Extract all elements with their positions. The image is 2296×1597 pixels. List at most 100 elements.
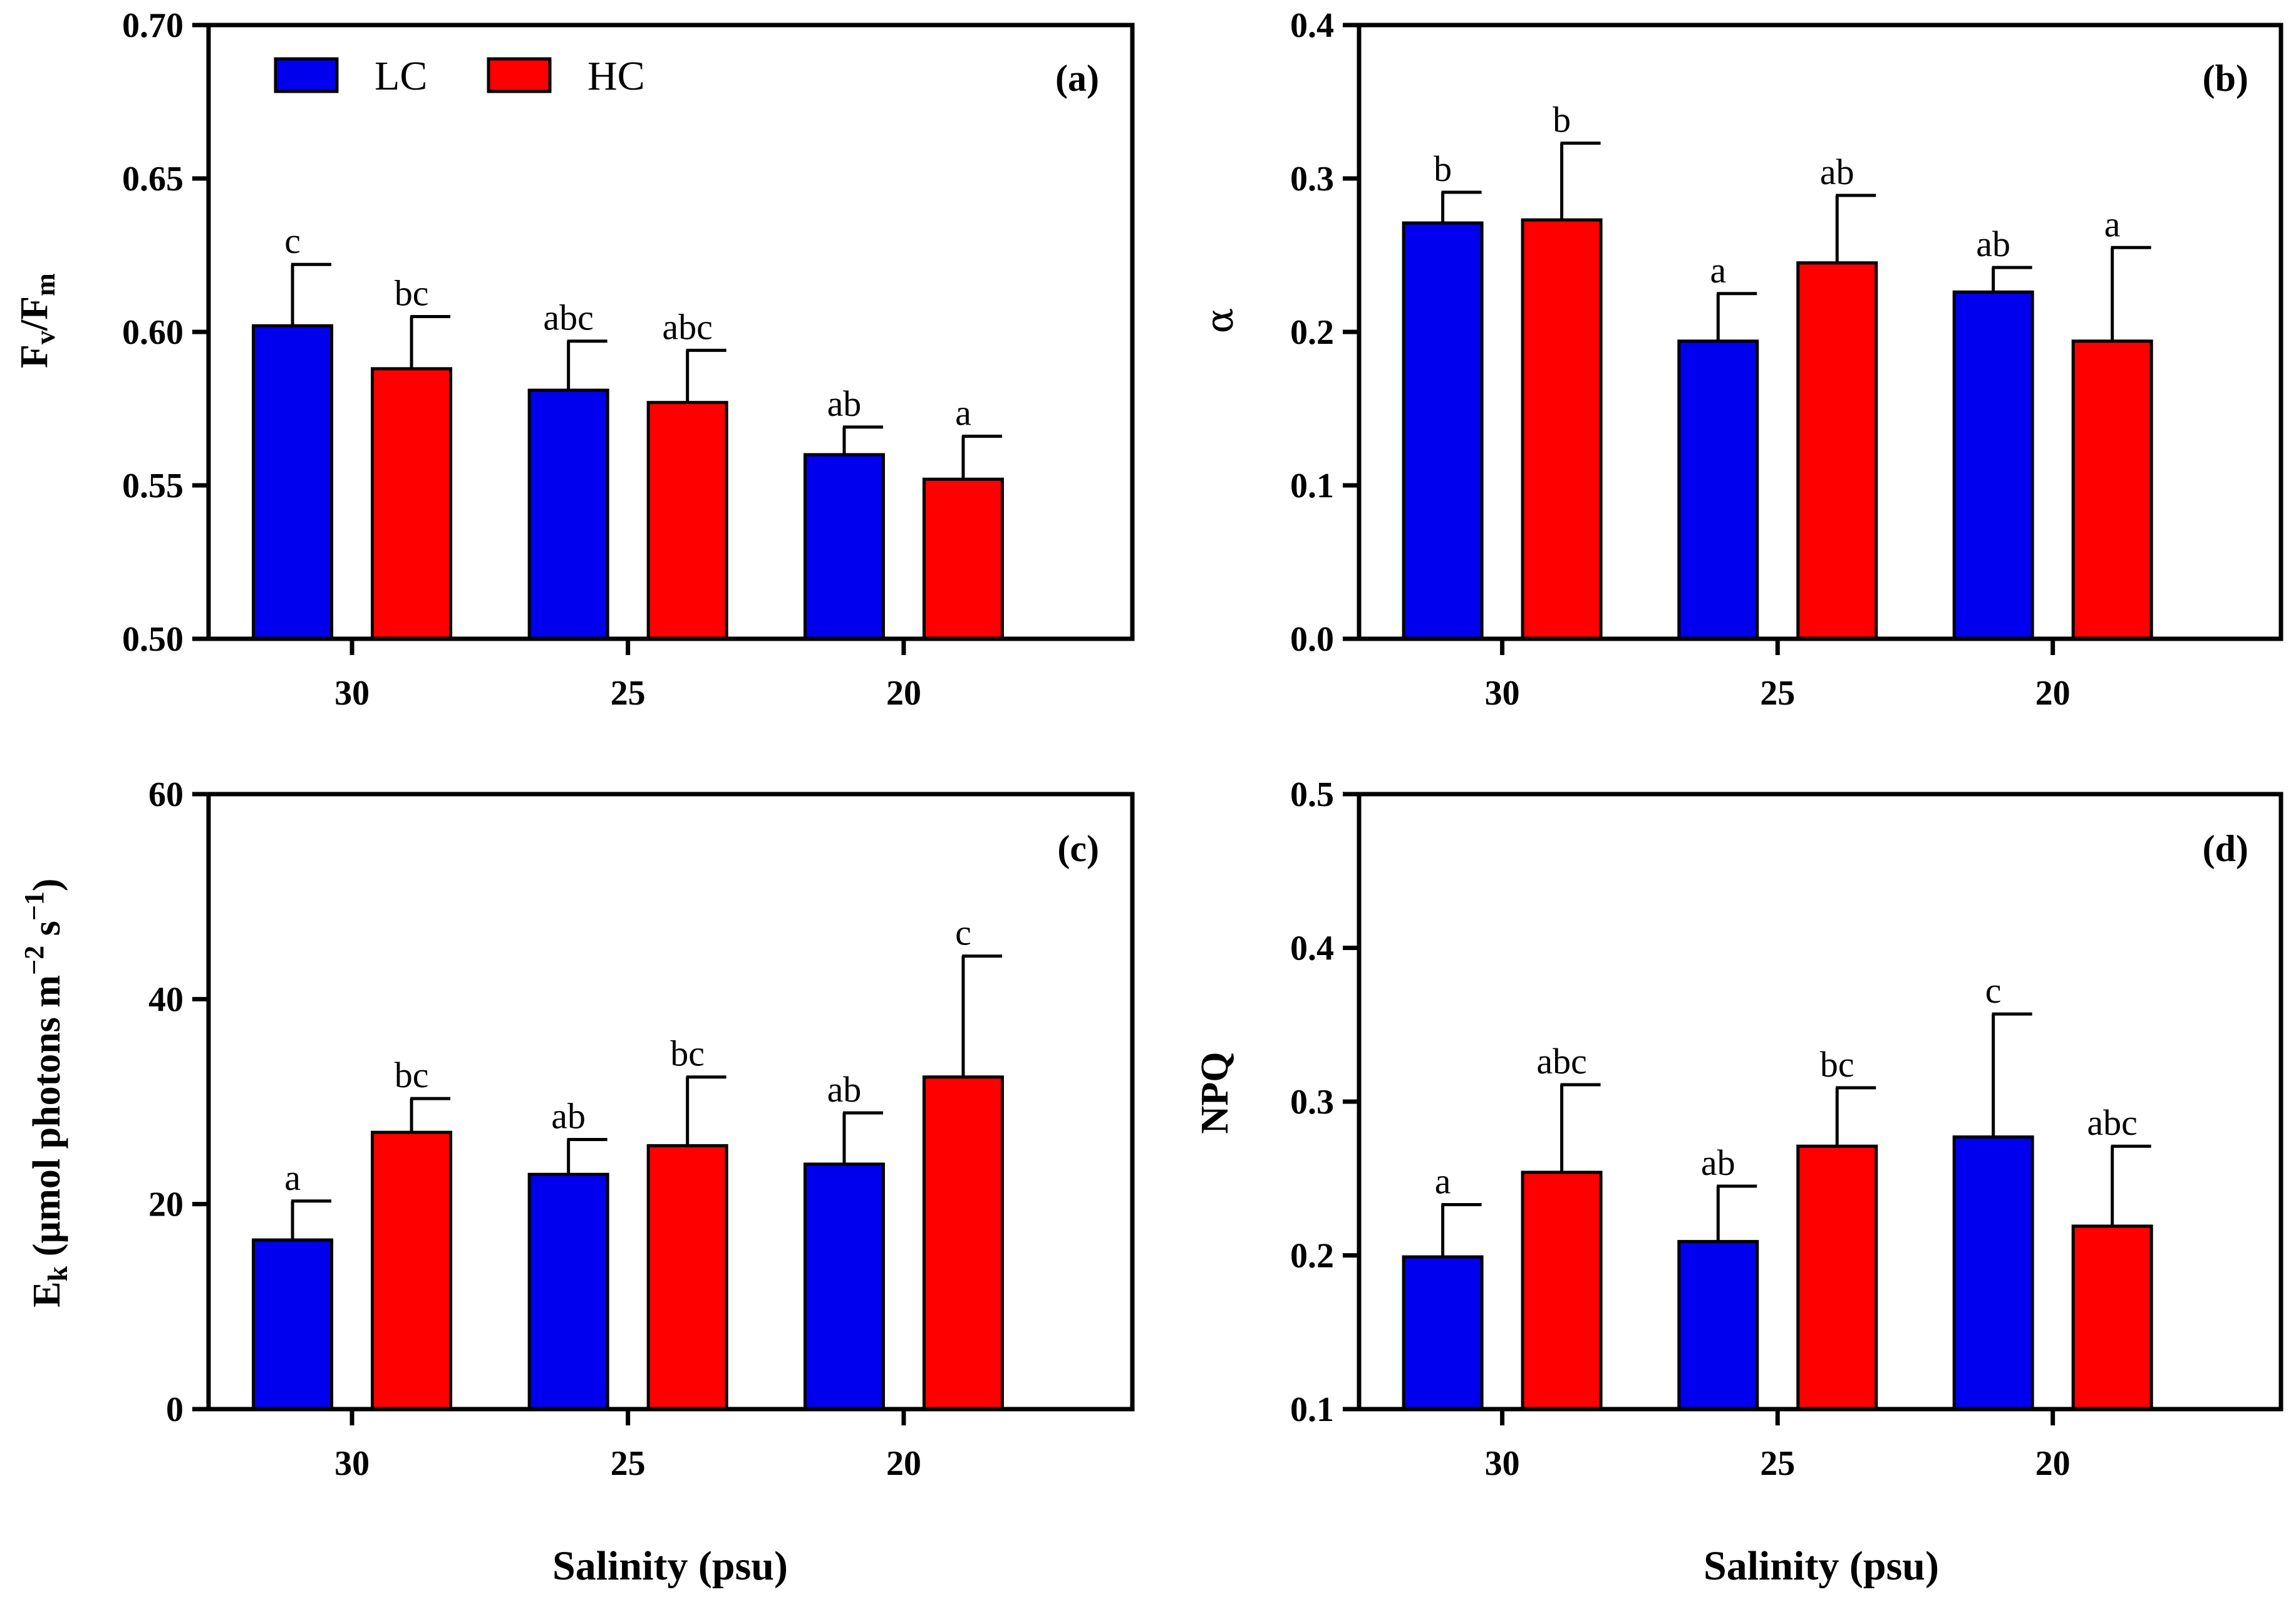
sig-label-lc-30: a <box>284 1157 301 1198</box>
bar-lc-20 <box>1952 1135 2034 1411</box>
plot-frame <box>206 23 1135 641</box>
x-tick-label: 25 <box>1760 674 1795 713</box>
y-tick-label: 0.1 <box>1290 467 1334 505</box>
x-tick-label: 30 <box>334 1444 370 1483</box>
plot-area-a: c abc ab bc abc a 0.50 0.55 0.60 0.65 0.70 30 25 20 <box>122 6 1135 713</box>
y-tick-label: 20 <box>148 1186 184 1224</box>
panel-tag-a: (a) <box>1055 58 1099 99</box>
y-tick-label: 0.2 <box>1290 313 1334 352</box>
x-tick-label: 20 <box>886 1444 921 1483</box>
legend-swatch-lc <box>274 57 339 93</box>
y-tick-label: 0.65 <box>122 160 184 199</box>
bar-hc-25 <box>646 1144 728 1411</box>
y-tick-label: 0.4 <box>1290 6 1334 45</box>
bar-lc-20 <box>803 1162 885 1411</box>
panel-tag-c: (c) <box>1057 828 1099 869</box>
x-tick-label: 20 <box>2035 674 2071 713</box>
y-tick-label: 0.50 <box>122 620 184 659</box>
bar-hc-30 <box>371 367 453 641</box>
panel-c: a ab ab bc bc c 0 20 40 60 30 25 20 (c) Ek (µmol pho… <box>19 775 1135 1483</box>
legend-label-lc: LC <box>375 53 427 99</box>
sig-label-hc-25: ab <box>1820 152 1854 192</box>
x-tick-label: 30 <box>334 674 370 713</box>
bar-hc-20 <box>922 1075 1004 1411</box>
y-tick-label: 0.2 <box>1290 1237 1334 1276</box>
sig-label-hc-25: abc <box>662 306 713 347</box>
x-axis-title-left: Salinity (psu) <box>552 1543 788 1589</box>
panel-a: c abc ab bc abc a 0.50 0.55 0.60 0.65 0.70 30 25 20 (… <box>13 6 1135 713</box>
x-axis-title-right: Salinity (psu) <box>1704 1543 1939 1589</box>
bar-hc-20 <box>922 477 1004 641</box>
y-axis-title-a: Fv/Fm <box>13 273 61 368</box>
bar-hc-25 <box>1796 1144 1878 1411</box>
sig-label-lc-30: b <box>1434 148 1452 189</box>
x-tick-label: 25 <box>611 1444 646 1483</box>
bar-hc-20 <box>2071 339 2153 641</box>
bar-lc-20 <box>1952 290 2034 641</box>
plot-frame <box>1357 23 2283 641</box>
bar-lc-25 <box>527 388 609 641</box>
sig-label-lc-25: abc <box>543 297 594 338</box>
sig-label-hc-20: a <box>2104 204 2121 244</box>
y-tick-label: 0.3 <box>1290 160 1334 199</box>
sig-label-lc-30: a <box>1435 1160 1451 1201</box>
sig-label-hc-25: bc <box>1820 1044 1854 1085</box>
plot-frame <box>1357 792 2283 1412</box>
y-tick-label: 0.55 <box>122 467 184 505</box>
y-tick-label: 0.5 <box>1290 775 1334 814</box>
x-tick-label: 20 <box>886 674 921 713</box>
bar-lc-30 <box>252 324 334 641</box>
bar-lc-30 <box>1402 221 1484 641</box>
sig-label-hc-25: bc <box>670 1033 705 1074</box>
bar-lc-25 <box>527 1172 609 1411</box>
sig-label-lc-20: c <box>1985 970 2002 1011</box>
sig-label-lc-25: ab <box>1701 1142 1735 1183</box>
sig-label-hc-20: a <box>955 393 971 433</box>
y-tick-label: 40 <box>148 980 184 1019</box>
y-tick-label: 0 <box>166 1390 184 1429</box>
y-tick-label: 0.70 <box>122 6 184 45</box>
bar-lc-30 <box>252 1238 334 1411</box>
panel-tag-d: (d) <box>2203 828 2248 869</box>
sig-label-hc-30: abc <box>1536 1041 1587 1082</box>
y-tick-label: 0.3 <box>1290 1083 1334 1122</box>
y-tick-label: 0.0 <box>1290 620 1334 659</box>
bar-lc-25 <box>1677 339 1759 641</box>
y-tick-label: 0.60 <box>122 313 184 352</box>
bar-hc-25 <box>1796 261 1878 641</box>
bar-lc-25 <box>1677 1239 1759 1411</box>
panel-tag-b: (b) <box>2203 58 2248 99</box>
y-axis-title-d: NPQ <box>1194 1052 1236 1134</box>
sig-label-lc-20: ab <box>1976 224 2010 264</box>
sig-label-hc-30: bc <box>395 273 429 314</box>
sig-label-lc-20: ab <box>827 1069 862 1110</box>
sig-label-hc-20: c <box>955 912 971 953</box>
legend-swatch-hc <box>487 57 552 93</box>
plot-area-c: a ab ab bc bc c 0 20 40 60 30 25 20 <box>148 775 1135 1483</box>
bar-hc-30 <box>1521 1171 1603 1411</box>
sig-label-lc-30: c <box>284 220 301 261</box>
bar-hc-20 <box>2071 1224 2153 1411</box>
legend-label-hc: HC <box>587 53 645 99</box>
sig-label-lc-25: a <box>1710 250 1726 291</box>
x-tick-label: 30 <box>1485 674 1520 713</box>
bar-hc-30 <box>371 1130 453 1411</box>
x-tick-label: 20 <box>2035 1444 2071 1483</box>
bar-lc-30 <box>1402 1255 1484 1411</box>
sig-label-hc-20: abc <box>2087 1102 2138 1143</box>
y-tick-label: 60 <box>148 775 184 814</box>
sig-label-hc-30: bc <box>395 1055 429 1095</box>
y-axis-title-b: α <box>1198 308 1242 334</box>
y-tick-label: 0.1 <box>1290 1390 1334 1429</box>
x-tick-label: 25 <box>1760 1444 1795 1483</box>
plot-area-b: b a ab b ab a 0.0 0.1 0.2 0.3 0.4 30 25 20 <box>1290 6 2283 713</box>
y-tick-label: 0.4 <box>1290 929 1334 968</box>
panel-b: b a ab b ab a 0.0 0.1 0.2 0.3 0.4 30 25 20 (b) α <box>1198 6 2283 713</box>
y-axis-title-c: Ek (µmol photons m−2 s−1) <box>19 879 73 1308</box>
legend: LC HC <box>274 53 645 99</box>
bar-hc-30 <box>1521 218 1603 641</box>
x-tick-label: 25 <box>611 674 646 713</box>
